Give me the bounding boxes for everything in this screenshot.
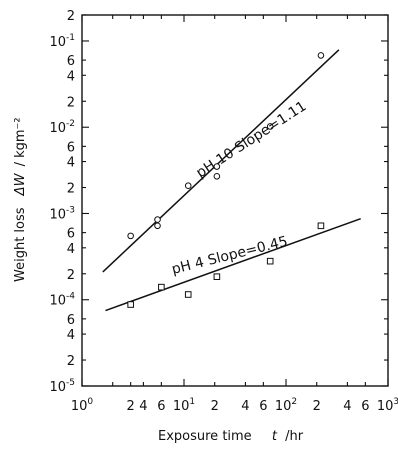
data-point-ph4 — [184, 291, 192, 298]
data-point-ph4 — [317, 222, 325, 230]
axis-ticks — [81, 14, 389, 387]
y-tick-label: 10-5 — [49, 378, 75, 395]
y-tick-label: 4 — [67, 328, 75, 343]
data-point-ph4 — [213, 273, 221, 280]
y-tick-label: 2 — [67, 95, 75, 110]
data-point-ph10 — [317, 52, 325, 59]
x-tick-label: 6 — [259, 399, 267, 414]
y-tick-label: 6 — [67, 140, 75, 155]
data-point-ph10 — [184, 182, 192, 189]
x-tick-label: 101 — [173, 397, 195, 414]
annotation-ph4: pH 4 Slope=0.45 — [170, 234, 289, 278]
y-tick-label: 10-3 — [49, 205, 75, 222]
annotation-ph10: pH 10 Slope=1.11 — [193, 98, 309, 181]
data-point-ph10 — [154, 216, 161, 223]
fit-lines — [102, 49, 361, 312]
y-tick-label: 6 — [67, 227, 75, 242]
data-point-ph10 — [213, 163, 221, 170]
x-tick-label: 2 — [211, 399, 219, 414]
y-axis-unit: / kgm⁻² — [13, 117, 28, 166]
y-tick-label: 2 — [67, 268, 75, 283]
y-tick-label: 6 — [67, 313, 75, 328]
data-point-ph10 — [213, 172, 221, 180]
y-tick-label: 10-4 — [49, 292, 75, 309]
y-tick-label: 4 — [67, 69, 75, 84]
y-tick-label: 10-1 — [49, 33, 75, 50]
y-tick-label: 10-2 — [49, 119, 75, 136]
x-tick-label: 4 — [139, 399, 147, 414]
y-axis-label: Weight loss — [13, 207, 28, 282]
x-tick-label: 103 — [377, 397, 398, 414]
y-tick-label: 2 — [67, 354, 75, 369]
x-axis-label: Exposure time — [158, 429, 252, 444]
x-tick-label: 2 — [127, 399, 135, 414]
x-axis-unit: /hr — [285, 429, 304, 444]
data-points — [127, 52, 325, 308]
x-axis-title: Exposure time t /hr — [158, 429, 304, 444]
y-tick-label: 2 — [67, 182, 75, 197]
data-point-ph4 — [266, 257, 274, 265]
fit-line-ph10 — [102, 49, 340, 273]
svg-text:Exposure time t /h: Exposure time t /hr — [158, 429, 304, 444]
data-point-ph4 — [127, 301, 134, 308]
fit-line-ph4 — [105, 217, 361, 312]
data-point-ph10 — [266, 123, 274, 130]
x-tick-label: 100 — [71, 397, 94, 414]
x-tick-label: 6 — [361, 399, 369, 414]
plot-frame — [81, 14, 389, 387]
x-tick-label: 6 — [157, 399, 165, 414]
x-tick-label: 4 — [343, 399, 351, 414]
svg-text:Weight loss ΔW / k: Weight loss ΔW / kgm⁻² — [13, 117, 28, 282]
x-axis-symbol: t — [272, 429, 278, 444]
data-point-ph10 — [154, 222, 161, 230]
y-axis-title: Weight loss ΔW / kgm⁻² — [13, 117, 28, 282]
x-tick-label: 102 — [275, 397, 297, 414]
data-point-ph10 — [127, 232, 134, 240]
y-tick-label: 4 — [67, 242, 75, 257]
x-tick-label: 2 — [313, 399, 321, 414]
y-tick-label: 2 — [67, 9, 75, 24]
tick-labels: 100 2 4 6 101 2 4 6 102 2 4 6 103210-164210-264210-3… — [49, 9, 398, 414]
data-point-ph4 — [158, 283, 165, 291]
x-tick-label: 4 — [241, 399, 249, 414]
y-axis-symbol: ΔW — [13, 172, 28, 196]
y-tick-label: 6 — [67, 54, 75, 69]
y-tick-label: 4 — [67, 156, 75, 171]
